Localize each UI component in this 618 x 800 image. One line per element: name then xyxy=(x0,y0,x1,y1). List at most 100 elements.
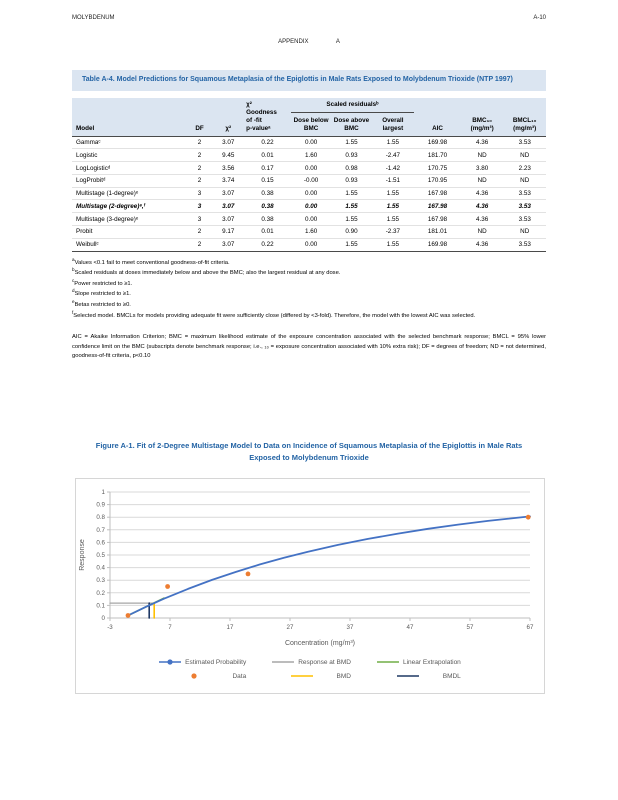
x-axis-title: Concentration (mg/m³) xyxy=(285,640,355,647)
y-axis-title: Response xyxy=(79,539,86,571)
x-tick-label: 7 xyxy=(168,624,172,631)
df-cell: 3 xyxy=(186,212,213,227)
dose-above-cell: 0.93 xyxy=(331,174,372,188)
legend-item-data: Data xyxy=(159,672,246,680)
df-cell: 3 xyxy=(186,187,213,201)
chi-square-cell: 3.07 xyxy=(212,199,245,214)
chi-square-cell: 3.07 xyxy=(212,238,245,252)
dose-below-cell: 0.00 xyxy=(290,136,332,150)
chi-square-cell: 3.07 xyxy=(212,187,245,201)
footnote: cPower restricted to ≥1. xyxy=(72,277,133,287)
aic-cell: 169.98 xyxy=(414,238,461,252)
bmcl-cell: 3.53 xyxy=(503,238,546,252)
p-value-cell: 0.38 xyxy=(244,187,291,201)
y-tick-label: 0.6 xyxy=(96,539,105,546)
p-value-cell: 0.15 xyxy=(244,174,291,188)
bmc-cell: ND xyxy=(460,225,504,239)
y-tick-label: 0.1 xyxy=(96,602,105,609)
dose-below-cell: 0.00 xyxy=(290,199,332,214)
bmc-cell: 4.36 xyxy=(460,212,504,227)
legend-label: Response at BMD xyxy=(298,658,351,666)
chi-square-cell: 3.56 xyxy=(212,161,245,175)
table-row: Weibullᶜ 2 3.07 0.22 0.00 1.55 1.55 169.98 4.36 3… xyxy=(72,238,546,252)
p-value-cell: 0.17 xyxy=(244,161,291,175)
aic-cell: 181.70 xyxy=(414,148,461,163)
bmcl-cell: 3.53 xyxy=(503,212,546,227)
overall-largest-cell: 1.55 xyxy=(371,136,415,150)
footnote: eBetas restricted to ≥0. xyxy=(72,299,131,308)
bmc-cell: ND xyxy=(460,174,504,188)
table-title: Table A-4. Model Predictions for Squamou… xyxy=(72,70,546,91)
legend-item-bmdl: BMDL xyxy=(377,672,461,680)
abbreviations-note: AIC = Akaike Information Criterion; BMC … xyxy=(72,334,546,360)
aic-cell: 167.98 xyxy=(414,199,461,214)
footnote: fSelected model. BMCLs for models provid… xyxy=(72,309,476,319)
col-group-scaled-residuals: Scaled residualsᵇ xyxy=(290,97,415,113)
legend-item-estimated-probability: Estimated Probability xyxy=(159,658,246,666)
p-value-cell: 0.38 xyxy=(244,199,291,214)
series-estimated-probability xyxy=(127,515,531,617)
bmcl-cell: 3.53 xyxy=(503,187,546,201)
dose-above-cell: 1.55 xyxy=(331,187,372,201)
aic-cell: 167.98 xyxy=(414,212,461,227)
bmc-cell: 4.36 xyxy=(460,199,504,214)
legend-swatch xyxy=(191,673,197,679)
table-row: Gammaᶜ 2 3.07 0.22 0.00 1.55 1.55 169.98 4.36 3.5… xyxy=(72,136,546,150)
table-a4-section: Table A-4. Model Predictions for Squamou… xyxy=(72,70,546,362)
df-cell: 2 xyxy=(186,136,213,150)
y-tick-label: 0.8 xyxy=(96,514,105,521)
model-cell: Probit xyxy=(72,225,187,239)
overall-largest-cell: -2.47 xyxy=(371,148,415,163)
legend-item-bmd: BMD xyxy=(272,672,351,680)
dose-below-cell: 0.00 xyxy=(290,212,332,227)
col-header-bmc: BMC₁₀ (mg/m³) xyxy=(460,97,504,137)
x-tick-label: 37 xyxy=(347,624,354,631)
x-tick-label: -3 xyxy=(107,624,113,631)
p-value-cell: 0.22 xyxy=(244,136,291,150)
y-tick-label: 0 xyxy=(102,615,106,622)
table-row: Multistage (1-degree)ᵉ 3 3.07 0.38 0.00 1.55 1… xyxy=(72,187,546,201)
legend-label: BMD xyxy=(336,672,351,680)
dose-below-cell: 0.00 xyxy=(290,238,332,252)
y-tick-label: 0.3 xyxy=(96,577,105,584)
model-cell: Logistic xyxy=(72,148,187,163)
model-cell: Multistage (3-degree)ᵉ xyxy=(72,212,187,227)
dose-above-cell: 1.55 xyxy=(331,212,372,227)
legend-swatch xyxy=(159,659,182,665)
df-cell: 2 xyxy=(186,238,213,252)
bmcl-cell: ND xyxy=(503,225,546,239)
col-header-p-value: χ² Goodness of -fit p-valueᵃ xyxy=(244,97,291,137)
legend-swatch xyxy=(272,661,295,663)
model-cell: Multistage (2-degree)ᵉ,ᶠ xyxy=(72,199,187,214)
y-tick-label: 0.2 xyxy=(96,590,105,597)
legend-label: Linear Extrapolation xyxy=(402,658,461,666)
bmcl-cell: ND xyxy=(503,148,546,163)
y-tick-label: 0.5 xyxy=(96,552,105,559)
y-tick-label: 1 xyxy=(102,489,106,496)
dose-below-cell: 0.00 xyxy=(290,161,332,175)
col-header-dose-below-bmc: Dose below BMC xyxy=(290,112,332,137)
table-row: Logistic 2 9.45 0.01 1.60 0.93 -2.47 181.70 ND ND xyxy=(72,148,546,163)
bmcl-cell: ND xyxy=(503,174,546,188)
chi-square-cell: 3.74 xyxy=(212,174,245,188)
dose-above-cell: 1.55 xyxy=(331,238,372,252)
model-predictions-table: Model DF χ² χ² Goodness of -fit p-valueᵃ… xyxy=(72,97,546,252)
chi-square-cell: 3.07 xyxy=(212,212,245,227)
overall-largest-cell: 1.55 xyxy=(371,238,415,252)
x-tick-label: 57 xyxy=(467,624,474,631)
dose-below-cell: 0.00 xyxy=(290,187,332,201)
y-tick-label: 0.9 xyxy=(96,502,105,509)
overall-largest-cell: -2.37 xyxy=(371,225,415,239)
chi-square-cell: 9.17 xyxy=(212,225,245,239)
overall-largest-cell: -1.42 xyxy=(371,161,415,175)
model-cell: Gammaᶜ xyxy=(72,136,187,150)
overall-largest-cell: -1.51 xyxy=(371,174,415,188)
model-cell: Weibullᶜ xyxy=(72,238,187,252)
aic-cell: 169.98 xyxy=(414,136,461,150)
col-header-overall-largest: Overall largest xyxy=(371,112,415,137)
y-tick-label: 0.7 xyxy=(96,527,105,534)
running-header: MOLYBDENUM A-10 xyxy=(72,15,546,21)
col-header-df: DF xyxy=(186,97,213,137)
bmcl-cell: 2.23 xyxy=(503,161,546,175)
